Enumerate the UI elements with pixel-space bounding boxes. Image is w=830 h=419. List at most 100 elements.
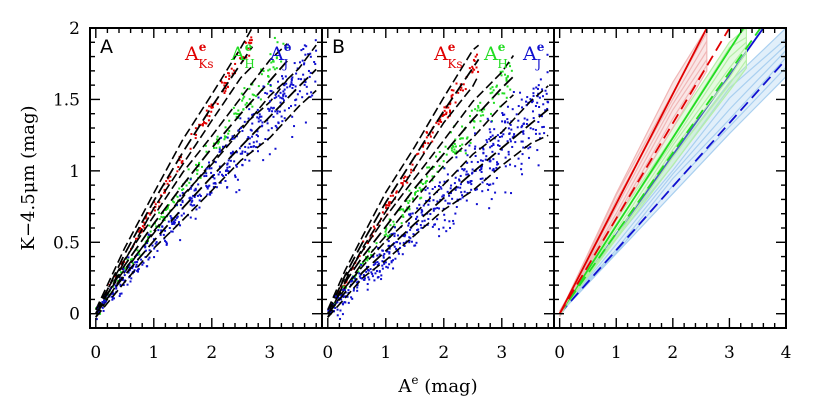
panel-b-envelope-j: [327, 134, 549, 318]
panel-b-point-ks: [385, 204, 388, 207]
panel-a-point-ks: [144, 217, 147, 220]
panel-b-point-h: [510, 69, 513, 72]
panel-a-point-ks: [249, 42, 252, 45]
panel-a-point-ks: [194, 127, 197, 130]
panel-b-point-ks: [395, 190, 398, 193]
panel-b-point-j: [340, 294, 343, 297]
panel-b-point-j: [414, 244, 417, 247]
panel-a-point-ks: [163, 188, 166, 191]
panel-b-point-j: [463, 190, 466, 193]
panel-b-point-j: [474, 189, 477, 192]
panel-c-series-ks: [558, 28, 731, 317]
panel-a-point-j: [136, 253, 139, 256]
panel-a-point-ks: [247, 41, 250, 44]
panel-b-point-h: [414, 192, 417, 195]
panel-a-point-j: [123, 274, 126, 277]
panel-a-point-j: [264, 137, 267, 140]
panel-a-point-j: [203, 175, 206, 178]
panel-b-point-j: [481, 159, 484, 162]
panel-c-x-tick-label: 1: [611, 343, 622, 363]
panel-a-point-ks: [228, 74, 231, 77]
panel-b-point-h: [408, 208, 411, 211]
panel-a-point-j: [308, 75, 311, 78]
panel-b-point-j: [347, 291, 350, 294]
panel-a-point-h: [162, 211, 165, 214]
panel-a-point-ks: [134, 237, 137, 240]
panel-a-point-h: [148, 224, 151, 227]
panel-b-point-ks: [400, 182, 403, 185]
panel-a-point-j: [128, 264, 131, 267]
panel-b-point-ks: [410, 168, 413, 171]
panel-b-point-h: [383, 234, 386, 237]
panel-b-point-j: [541, 95, 544, 98]
panel-b-point-j: [526, 118, 529, 121]
panel-a-point-j: [219, 150, 222, 153]
panel-a-point-h: [225, 135, 228, 138]
legend-b-h: Ae H: [483, 40, 508, 71]
panel-b-point-j: [521, 140, 524, 143]
panel-a-point-j: [258, 143, 261, 146]
panel-a-series-j: [95, 39, 318, 321]
panel-a-point-j: [284, 75, 287, 78]
panel-a-point-j: [209, 193, 212, 196]
panel-b-point-j: [504, 191, 507, 194]
panel-a-fit-ks: [94, 46, 254, 315]
panel-b-point-j: [397, 252, 400, 255]
panel-a-point-j: [164, 239, 167, 242]
panel-a-point-j: [210, 167, 213, 170]
panel-b-point-ks: [443, 109, 446, 112]
panel-b-point-ks: [395, 191, 398, 194]
panel-a-point-ks: [140, 231, 143, 234]
panel-b-point-ks: [406, 181, 409, 184]
panel-a-y-tick-label: 0.5: [53, 233, 80, 253]
panel-a-point-j: [294, 85, 297, 88]
panel-b-point-j: [421, 220, 424, 223]
panel-b-point-j: [536, 95, 539, 98]
panel-b-point-ks: [401, 182, 404, 185]
panel-b-point-j: [486, 183, 489, 186]
panel-b-point-h: [495, 85, 498, 88]
panel-a-point-j: [170, 217, 173, 220]
panel-a-point-ks: [198, 123, 201, 126]
panel-a-point-j: [165, 243, 168, 246]
panel-b-point-j: [504, 121, 507, 124]
panel-b-point-j: [501, 112, 504, 115]
panel-a-point-ks: [210, 110, 213, 113]
panel-b-point-j: [377, 275, 380, 278]
panel-a-point-j: [240, 126, 243, 129]
panel-a-point-h: [240, 92, 243, 95]
panel-b-point-j: [453, 182, 456, 185]
panel-a-point-j: [191, 199, 194, 202]
panel-a-point-j: [251, 122, 254, 125]
panel-a-point-j: [296, 93, 299, 96]
panel-b-point-h: [489, 92, 492, 95]
panel-b-point-j: [362, 274, 365, 277]
panel-a-point-j: [239, 152, 242, 155]
panel-a-point-j: [264, 91, 267, 94]
panel-a-point-ks: [227, 72, 230, 75]
panel-a-point-h: [116, 279, 119, 282]
panel-a-point-j: [281, 77, 284, 80]
panel-a-point-j: [179, 203, 182, 206]
panel-a-point-j: [208, 184, 211, 187]
panel-a-point-ks: [210, 103, 213, 106]
panel-a-point-j: [128, 266, 131, 269]
panel-a-point-j: [219, 181, 222, 184]
panel-b-point-j: [442, 207, 445, 210]
panel-b-point-j: [508, 132, 511, 135]
panel-a-point-ks: [165, 180, 168, 183]
panel-b-point-h: [461, 143, 464, 146]
panel-a-y-tick-label: 0: [69, 305, 80, 325]
panel-b-point-j: [359, 276, 362, 279]
panel-a-point-j: [140, 258, 143, 261]
panel-a-point-h: [243, 95, 246, 98]
panel-b-point-j: [375, 270, 378, 273]
panel-b-point-j: [462, 169, 465, 172]
panel-b-point-j: [352, 287, 355, 290]
panel-b-point-ks: [406, 176, 409, 179]
panel-a-point-j: [303, 78, 306, 81]
panel-b-point-j: [528, 156, 531, 159]
panel-a-point-j: [194, 217, 197, 220]
panel-a-x-tick-label: 1: [148, 343, 159, 363]
panel-a-point-j: [309, 71, 312, 74]
